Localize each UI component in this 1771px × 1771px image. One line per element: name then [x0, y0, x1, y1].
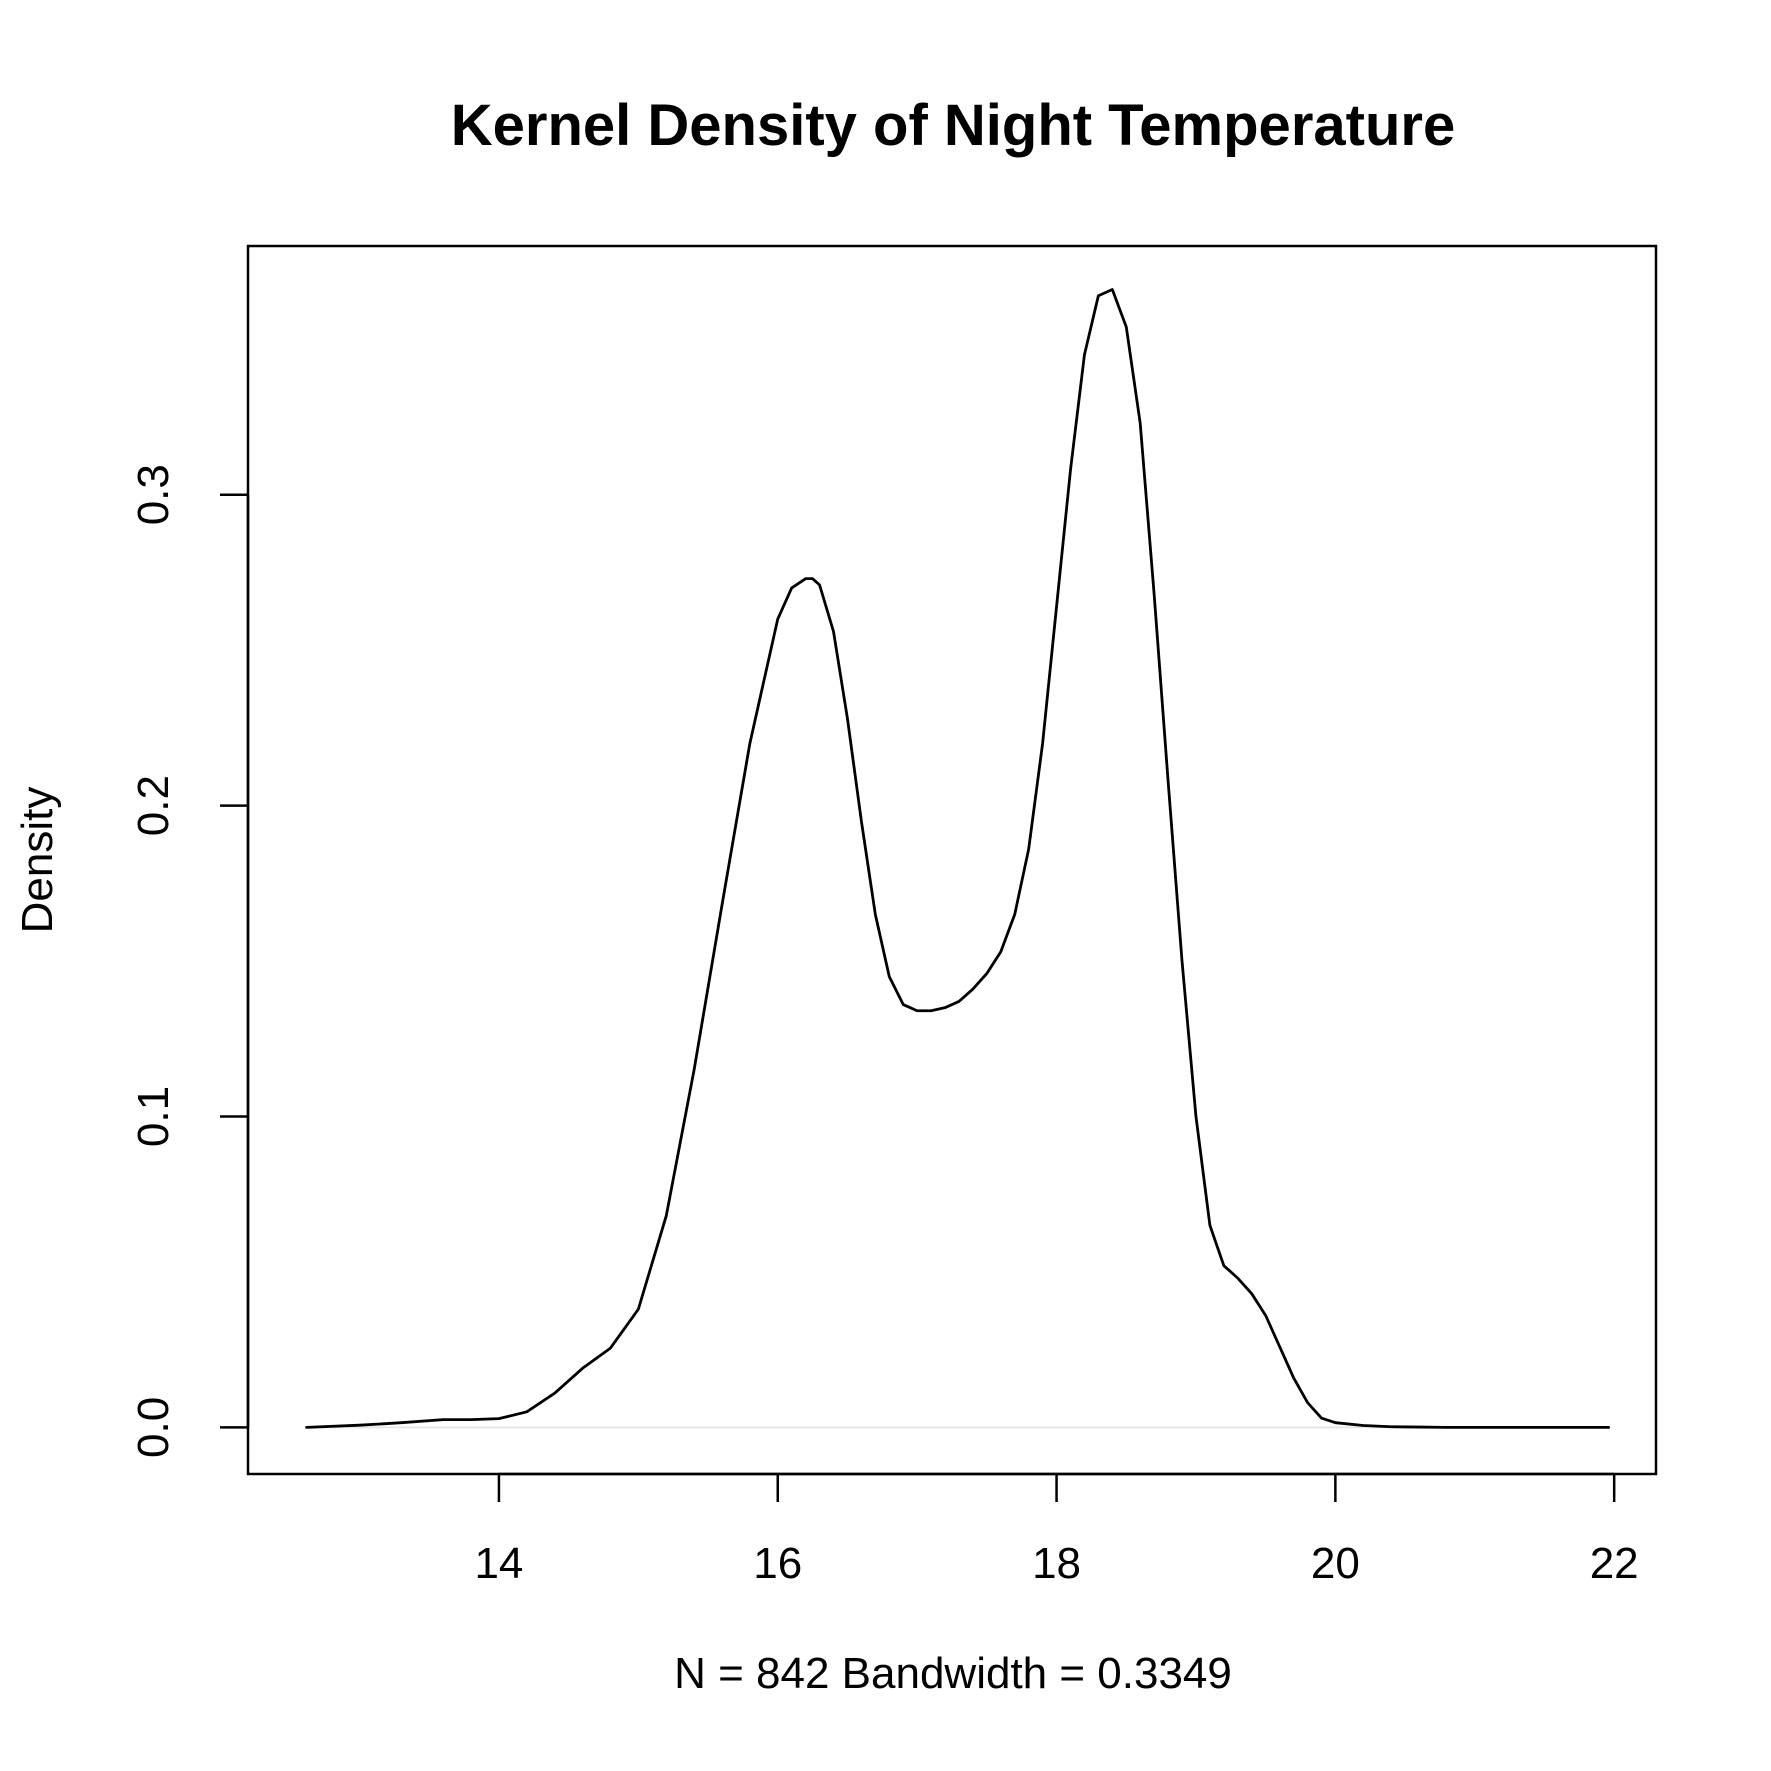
chart-title: Kernel Density of Night Temperature — [451, 93, 1455, 158]
x-axis: 14 16 18 20 22 — [474, 1472, 1639, 1588]
plot-box — [246, 244, 1658, 1476]
density-series-line — [305, 288, 1610, 1429]
y-tick-label: 0.2 — [129, 775, 178, 836]
y-axis-label: Density — [13, 787, 62, 934]
x-tick-label: 20 — [1311, 1539, 1360, 1588]
density-plot-layer — [305, 288, 1610, 1429]
x-tick-label: 22 — [1590, 1539, 1639, 1588]
x-tick-label: 16 — [753, 1539, 802, 1588]
y-tick-label: 0.0 — [129, 1397, 178, 1458]
y-axis: 0.0 0.1 0.2 0.3 — [129, 464, 250, 1458]
x-tick-label: 18 — [1032, 1539, 1081, 1588]
x-axis-label: N = 842 Bandwidth = 0.3349 — [674, 1649, 1232, 1698]
y-tick-label: 0.3 — [129, 464, 178, 525]
x-tick-label: 14 — [474, 1539, 523, 1588]
y-tick-label: 0.1 — [129, 1086, 178, 1147]
